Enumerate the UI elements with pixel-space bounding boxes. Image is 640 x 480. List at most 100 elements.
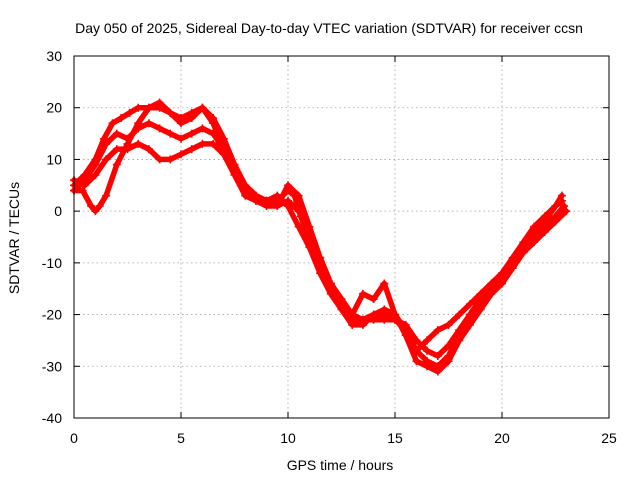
series-track-d xyxy=(70,98,566,355)
data-point xyxy=(380,279,389,288)
plot-frame xyxy=(73,55,610,419)
data-point xyxy=(348,320,357,329)
data-point xyxy=(358,320,367,329)
data-point xyxy=(273,201,282,210)
data-point xyxy=(112,160,121,169)
data-point xyxy=(219,145,228,154)
data-point xyxy=(187,114,196,123)
data-point xyxy=(487,289,496,298)
data-point xyxy=(337,300,346,309)
data-point xyxy=(177,134,185,143)
data-point xyxy=(209,139,218,148)
data-point xyxy=(91,170,100,179)
data-point xyxy=(530,227,539,236)
data-point xyxy=(465,320,474,329)
y-tick-label: -20 xyxy=(42,307,62,323)
data-point xyxy=(358,289,367,298)
data-point xyxy=(102,191,111,200)
data-point xyxy=(112,129,121,138)
grid xyxy=(74,56,609,418)
data-point xyxy=(540,227,549,236)
data-point xyxy=(423,336,432,345)
data-point xyxy=(102,139,111,148)
data-point xyxy=(144,119,153,128)
y-tick-label: -40 xyxy=(42,410,62,426)
data-point xyxy=(530,238,539,247)
data-point xyxy=(251,191,260,200)
data-point xyxy=(177,150,185,159)
data-point xyxy=(102,155,111,164)
data-point xyxy=(562,207,571,216)
data-point xyxy=(369,295,378,304)
data-point xyxy=(508,258,517,267)
data-point xyxy=(144,103,153,112)
data-point xyxy=(262,196,271,205)
data-point xyxy=(230,165,239,174)
data-point xyxy=(369,310,378,319)
series-track-c xyxy=(70,139,571,376)
data-point xyxy=(316,269,325,278)
data-point xyxy=(540,217,549,226)
data-point xyxy=(177,119,185,128)
data-point xyxy=(155,155,164,164)
data-point xyxy=(284,181,292,190)
data-point xyxy=(380,305,389,314)
data-point xyxy=(187,145,196,154)
data-point xyxy=(326,279,335,288)
data-point xyxy=(134,103,143,112)
data-point xyxy=(551,201,560,210)
data-point xyxy=(166,129,175,138)
data-point xyxy=(412,346,421,355)
x-tick-label: 5 xyxy=(177,430,185,446)
data-point xyxy=(498,269,506,278)
data-point xyxy=(198,139,207,148)
data-point xyxy=(125,108,134,117)
y-tick-label: 0 xyxy=(54,203,62,219)
data-point xyxy=(91,160,100,169)
data-series xyxy=(70,98,571,376)
data-point xyxy=(433,351,442,360)
data-point xyxy=(401,326,410,335)
x-tick-label: 15 xyxy=(387,430,403,446)
data-point xyxy=(112,145,121,154)
y-tick-label: 20 xyxy=(46,100,62,116)
y-tick-label: 30 xyxy=(46,48,62,64)
data-point xyxy=(423,362,432,371)
data-point xyxy=(155,98,164,107)
x-tick-label: 25 xyxy=(601,430,617,446)
data-point xyxy=(444,357,453,366)
data-point xyxy=(155,124,164,133)
data-point xyxy=(391,310,399,319)
data-point xyxy=(91,207,100,216)
data-point xyxy=(465,300,474,309)
data-point xyxy=(134,139,143,148)
data-point xyxy=(560,201,569,210)
data-point xyxy=(187,129,196,138)
data-point xyxy=(166,155,175,164)
data-point xyxy=(294,222,303,231)
data-point xyxy=(476,305,485,314)
y-tick-label: 10 xyxy=(46,151,62,167)
data-point xyxy=(95,201,104,210)
data-point xyxy=(455,310,464,319)
y-axis-title: SDTVAR / TECUs xyxy=(6,182,22,294)
data-point xyxy=(87,201,96,210)
data-point xyxy=(209,119,218,128)
data-point xyxy=(455,336,464,345)
data-point xyxy=(99,134,108,143)
x-axis-title: GPS time / hours xyxy=(287,457,394,473)
data-point xyxy=(498,279,506,288)
y-tick-label: -10 xyxy=(42,255,62,271)
data-point xyxy=(557,191,566,200)
data-point xyxy=(117,114,126,123)
data-point xyxy=(241,181,250,190)
chart-title: Day 050 of 2025, Sidereal Day-to-day VTE… xyxy=(75,20,583,36)
data-point xyxy=(294,191,303,200)
data-point xyxy=(284,201,292,210)
data-point xyxy=(134,119,143,128)
data-point xyxy=(144,145,153,154)
data-point xyxy=(241,191,250,200)
y-tick-labels: -40 -30 -20 -10 0 10 20 30 xyxy=(42,48,62,426)
